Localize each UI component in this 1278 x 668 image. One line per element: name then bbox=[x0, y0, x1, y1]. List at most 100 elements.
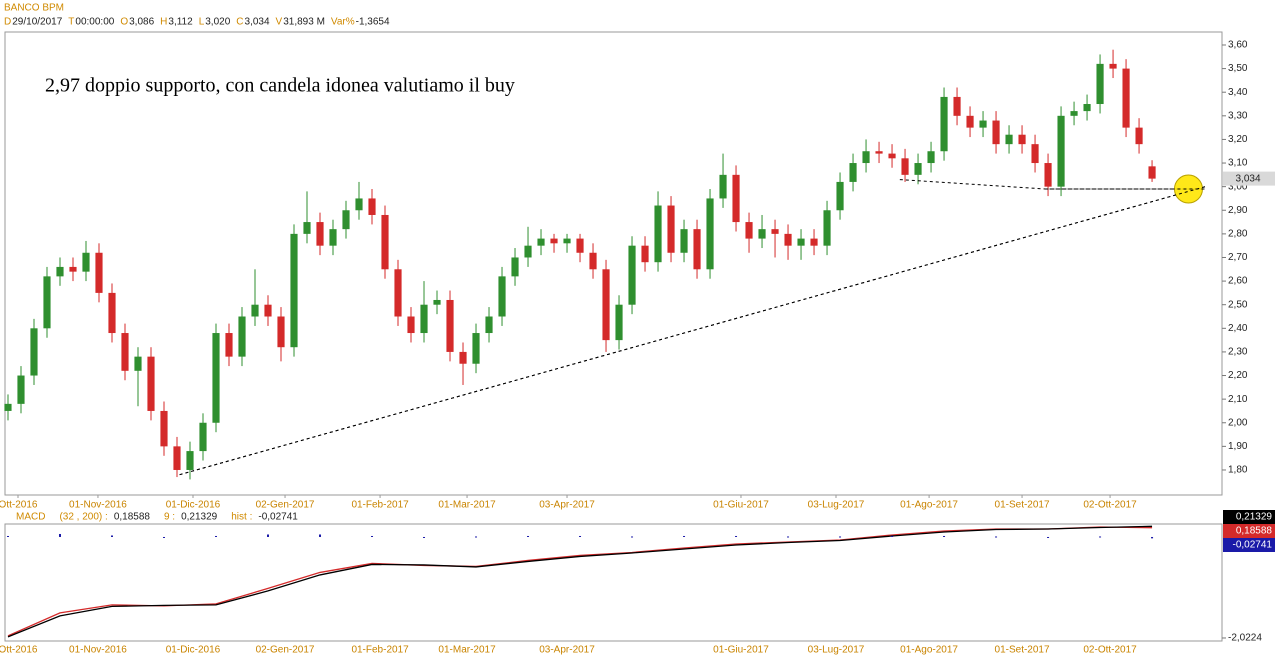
candle-body bbox=[680, 229, 688, 253]
y-tick-label: 3,50 bbox=[1228, 63, 1248, 74]
y-tick-label: 2,20 bbox=[1228, 370, 1248, 381]
y-tick-label: 2,00 bbox=[1228, 417, 1248, 428]
candle-body bbox=[836, 181, 844, 211]
candle-body bbox=[979, 120, 987, 128]
x-tick-label: 03-Lug-2017 bbox=[808, 500, 865, 511]
candle-body bbox=[121, 333, 129, 371]
hist-bar bbox=[319, 534, 322, 537]
header-key: T bbox=[68, 17, 74, 28]
candle-body bbox=[862, 151, 870, 164]
header-value: 3,086 bbox=[129, 17, 154, 28]
candle-body bbox=[1018, 134, 1026, 145]
candle-body bbox=[511, 257, 519, 277]
hist-bar bbox=[58, 533, 61, 537]
hist-bar bbox=[215, 535, 218, 537]
candle-body bbox=[875, 151, 883, 154]
candle-body bbox=[1083, 104, 1091, 112]
x-tick-label: 01-Set-2017 bbox=[995, 645, 1050, 656]
last-value-label: 0,18588 bbox=[1236, 526, 1273, 537]
x-tick-label: 01-Mar-2017 bbox=[438, 645, 496, 656]
candle-body bbox=[576, 238, 584, 253]
candle-body bbox=[966, 115, 974, 128]
x-tick-label: 01-Set-2017 bbox=[995, 500, 1050, 511]
candle-body bbox=[186, 451, 194, 470]
last-value-label: -0,02741 bbox=[1233, 540, 1273, 551]
candle-body bbox=[147, 356, 155, 411]
header-fields: D 29/10/2017 T 00:00:00 O 3,086 H 3,112 L 3,020 C 3… bbox=[4, 17, 390, 28]
x-tick-label: 02-Ott-2017 bbox=[1083, 500, 1137, 511]
y-tick-label: -2,0224 bbox=[1228, 633, 1262, 644]
candle-body bbox=[732, 174, 740, 223]
y-tick-label: 2,90 bbox=[1228, 205, 1248, 216]
candle-body bbox=[784, 233, 792, 246]
x-tick-label: 01-Ago-2017 bbox=[900, 645, 958, 656]
hist-bar bbox=[1047, 536, 1050, 538]
last-value-label: 0,21329 bbox=[1236, 512, 1273, 523]
candle-body bbox=[238, 316, 246, 357]
hist-bar bbox=[423, 536, 426, 538]
candle-body bbox=[602, 269, 610, 341]
y-tick-label: 3,10 bbox=[1228, 158, 1248, 169]
macd-line bbox=[7, 525, 1153, 638]
y-tick-label: 2,60 bbox=[1228, 276, 1248, 287]
header-value: 00:00:00 bbox=[75, 17, 114, 28]
candle-body bbox=[810, 238, 818, 246]
last-value-box bbox=[1223, 510, 1275, 524]
candle-body bbox=[537, 238, 545, 246]
candle-body bbox=[420, 304, 428, 334]
candle-body bbox=[901, 158, 909, 175]
candle-body bbox=[1070, 111, 1078, 116]
candle-body bbox=[95, 252, 103, 293]
y-tick-label: 2,10 bbox=[1228, 394, 1248, 405]
hist-bar bbox=[579, 535, 582, 537]
candle-body bbox=[914, 163, 922, 175]
hist-bar bbox=[527, 535, 530, 537]
candle-body bbox=[706, 198, 714, 270]
hist-bar bbox=[267, 534, 270, 537]
candle-body bbox=[1122, 68, 1130, 128]
x-tick-label: 01-Dic-2016 bbox=[166, 645, 221, 656]
candle-body bbox=[1044, 163, 1052, 187]
x-tick-label: 01-Feb-2017 bbox=[351, 500, 409, 511]
candle-body bbox=[888, 153, 896, 159]
legend-name: (32 , 200) : bbox=[59, 512, 107, 523]
header-value: 29/10/2017 bbox=[12, 17, 62, 28]
x-tick-label: 01-Nov-2016 bbox=[69, 500, 127, 511]
candle-body bbox=[212, 333, 220, 423]
hist-bar bbox=[735, 535, 738, 537]
x-tick-label: 02-Gen-2017 bbox=[256, 500, 315, 511]
macd-title: MACD bbox=[16, 512, 45, 523]
candle-body bbox=[264, 304, 272, 317]
candle-body bbox=[992, 120, 1000, 145]
x-tick-label: 03-Apr-2017 bbox=[539, 645, 595, 656]
candle-body bbox=[1057, 115, 1065, 187]
candle-body bbox=[316, 222, 324, 246]
hist-bar bbox=[891, 535, 894, 537]
header-key: D bbox=[4, 17, 11, 28]
x-tick-label: 01-Ago-2017 bbox=[900, 500, 958, 511]
candle-body bbox=[134, 356, 142, 371]
hist-bar bbox=[6, 535, 9, 537]
hist-bar bbox=[943, 535, 946, 537]
last-price-box bbox=[1223, 171, 1275, 186]
candle-body bbox=[472, 333, 480, 364]
x-tick-label: 01-Nov-2016 bbox=[69, 645, 127, 656]
y-tick-label: 3,30 bbox=[1228, 110, 1248, 121]
candle-body bbox=[719, 174, 727, 199]
header-key: H bbox=[160, 17, 167, 28]
candle-body bbox=[342, 210, 350, 230]
hist-bar bbox=[475, 536, 478, 538]
candle-body bbox=[251, 304, 259, 317]
candle-body bbox=[43, 276, 51, 329]
candle-body bbox=[745, 222, 753, 239]
x-tick-label: 01-Giu-2017 bbox=[713, 645, 769, 656]
candle-body bbox=[953, 96, 961, 116]
candle-body bbox=[849, 163, 857, 182]
hist-bar bbox=[371, 535, 374, 537]
legend-name: 9 : bbox=[164, 512, 175, 523]
y-tick-label: 2,30 bbox=[1228, 347, 1248, 358]
y-tick-label: 3,00 bbox=[1228, 181, 1248, 192]
candle-body bbox=[1135, 127, 1143, 145]
